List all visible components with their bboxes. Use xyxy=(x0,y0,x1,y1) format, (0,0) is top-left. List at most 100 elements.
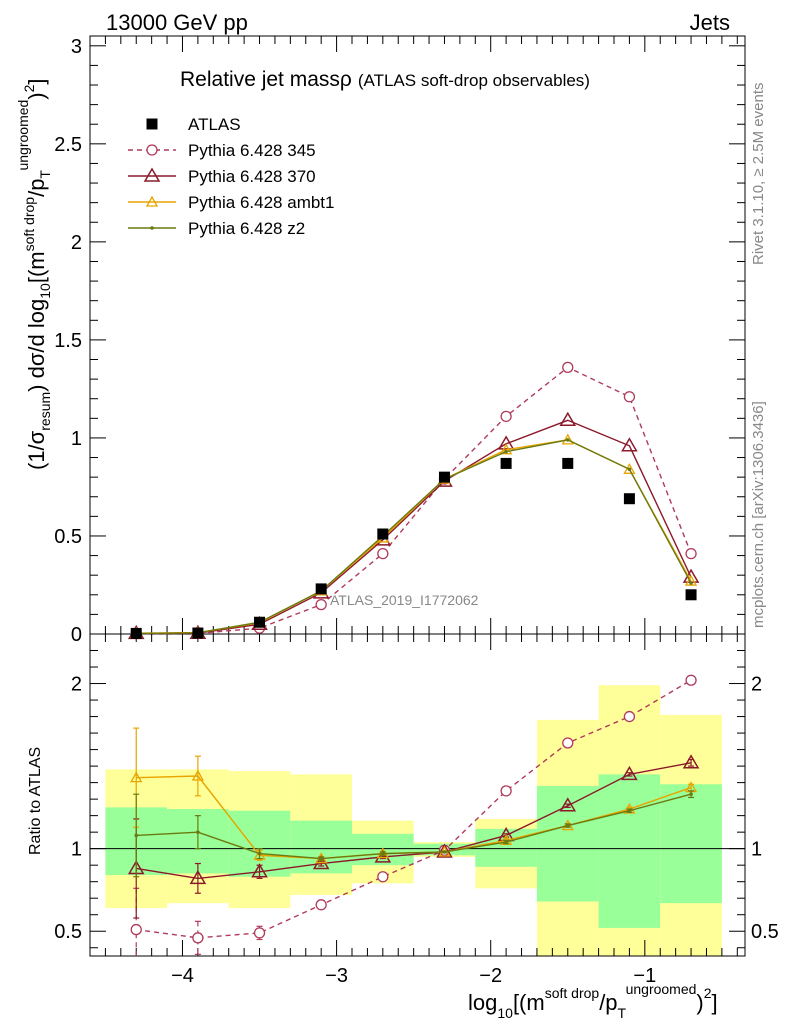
series-point-ratio xyxy=(377,871,389,883)
x-tick-label: −2 xyxy=(479,965,502,987)
y-tick-label: 2 xyxy=(71,232,82,254)
ratio-tick-label: 1 xyxy=(71,839,82,861)
series-point-ratio xyxy=(253,927,266,939)
data-point xyxy=(623,493,635,505)
y-tick-label: 1.5 xyxy=(54,330,82,352)
axis-ticks: 0 0.5 1 1.5 2 2.5 3 −4 −3 −2 −1 0.5 0.5 1 1 2 2 xyxy=(54,36,779,987)
data-point xyxy=(254,616,266,628)
series-point-main xyxy=(562,361,574,374)
data-point xyxy=(685,589,697,601)
series-point-ratio xyxy=(627,808,632,813)
series-point-ratio xyxy=(257,851,262,856)
x-tick-label: −1 xyxy=(633,965,656,987)
series-point-main xyxy=(497,435,515,450)
series-line-main xyxy=(136,419,692,635)
series-point-main xyxy=(623,391,636,403)
legend-label: Pythia 6.428 ambt1 xyxy=(188,193,334,212)
series-point-main xyxy=(561,433,574,445)
ratio-tick-label: 2 xyxy=(71,674,82,696)
y-tick-label: 2.5 xyxy=(54,134,82,156)
rivet-label: Rivet 3.1.10, ≥ 2.5M events xyxy=(750,83,767,266)
series-point-ratio xyxy=(381,851,385,856)
green-band-bin xyxy=(598,774,661,928)
data-point xyxy=(500,457,512,469)
series-point-ratio xyxy=(192,932,204,944)
y-tick-label: 0.5 xyxy=(54,526,82,548)
data-point xyxy=(377,528,389,540)
series-point-main xyxy=(627,467,632,472)
series-point-ratio xyxy=(130,923,142,936)
series-point-main xyxy=(500,410,512,423)
legend: ATLAS Pythia 6.428 345 Pythia 6.428 370 Pyt… xyxy=(128,115,334,238)
series-point-ratio xyxy=(500,785,512,797)
legend-entry-4: Pythia 6.428 z2 xyxy=(128,219,305,238)
series-point-ratio xyxy=(504,840,508,844)
legend-label: Pythia 6.428 345 xyxy=(188,141,316,160)
y-tick-label: 1 xyxy=(71,428,82,450)
legend-label: Pythia 6.428 z2 xyxy=(188,219,305,238)
data-point xyxy=(192,627,204,639)
ratio-tick-label-right: 0.5 xyxy=(751,921,779,943)
legend-marker xyxy=(146,118,158,130)
series-point-ratio xyxy=(315,899,327,911)
data-point xyxy=(130,627,142,639)
ratio-tick-label: 0.5 xyxy=(54,921,82,943)
x-tick-label: −3 xyxy=(325,965,348,987)
legend-entry-2: Pythia 6.428 370 xyxy=(128,167,316,186)
series-point-main xyxy=(621,437,638,452)
series-point-ratio xyxy=(251,863,268,878)
y-tick-label: 3 xyxy=(71,36,82,58)
series-point-ratio xyxy=(319,856,323,861)
series-point-ratio xyxy=(253,848,266,860)
ratio-plot-frame xyxy=(89,633,746,957)
series-point-ratio xyxy=(559,797,577,812)
series-point-ratio xyxy=(565,823,570,828)
series-point-ratio xyxy=(623,710,636,723)
header-left: 13000 GeV pp xyxy=(106,10,248,35)
series-point-main xyxy=(504,449,508,454)
series-line-ratio xyxy=(136,679,692,939)
series-point-main xyxy=(565,438,570,442)
series-point-ratio xyxy=(191,769,204,781)
series-point-ratio xyxy=(685,674,697,686)
series-line-main xyxy=(136,366,692,635)
legend-marker xyxy=(145,195,159,207)
ratio-tick-label-right: 2 xyxy=(751,674,762,696)
legend-label: Pythia 6.428 370 xyxy=(188,167,316,186)
series-point-main xyxy=(689,581,693,585)
series-point-main xyxy=(684,574,698,586)
series-point-main xyxy=(500,443,513,455)
chart-title: Relative jet massρ (ATLAS soft-drop obser… xyxy=(180,68,590,91)
series-line-ratio xyxy=(136,762,692,880)
data-point xyxy=(315,583,327,595)
svg-text:(1/σresum) dσ/d log10[(msoft d: (1/σresum) dσ/d log10[(msoft drop/pTungr… xyxy=(15,78,53,470)
series-point-ratio xyxy=(621,765,638,781)
y-axis-label: (1/σresum) dσ/d log10[(msoft drop/pTungr… xyxy=(15,78,53,470)
analysis-label: ATLAS_2019_I1772062 xyxy=(330,592,479,608)
series-point-main xyxy=(315,598,327,611)
data-point xyxy=(562,457,574,469)
series-line-main xyxy=(136,439,692,635)
series-point-main xyxy=(685,547,697,560)
svg-text:log10[(msoft drop/pTungroomed): log10[(msoft drop/pTungroomed)2] xyxy=(468,981,718,1021)
header-right: Jets xyxy=(690,10,730,35)
green-band-bin xyxy=(536,785,599,902)
plot-frames xyxy=(89,35,746,957)
legend-label: ATLAS xyxy=(188,115,241,134)
ratio-tick-label-right: 1 xyxy=(751,839,762,861)
series-layer xyxy=(127,361,700,956)
y-tick-label: 0 xyxy=(71,624,82,646)
series-point-main xyxy=(377,547,389,560)
series-point-ratio xyxy=(130,771,143,783)
legend-entry-1: Pythia 6.428 345 xyxy=(128,141,316,160)
x-axis-label: log10[(msoft drop/pTungroomed)2] xyxy=(468,981,718,1021)
legend-marker xyxy=(150,226,154,230)
data-point xyxy=(438,471,450,483)
ratio-y-label: Ratio to ATLAS xyxy=(27,747,44,855)
legend-entry-0: ATLAS xyxy=(146,115,241,134)
data-series xyxy=(130,457,697,639)
series-line-ratio xyxy=(136,793,692,860)
series-point-main xyxy=(559,411,577,427)
legend-entry-3: Pythia 6.428 ambt1 xyxy=(128,193,334,212)
